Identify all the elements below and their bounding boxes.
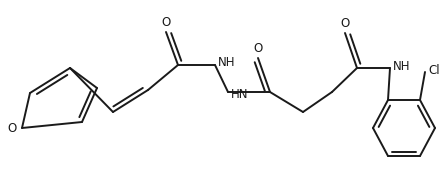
Text: NH: NH: [393, 59, 411, 72]
Text: O: O: [161, 16, 171, 29]
Text: O: O: [253, 42, 263, 55]
Text: Cl: Cl: [428, 65, 440, 77]
Text: HN: HN: [231, 88, 248, 100]
Text: NH: NH: [218, 56, 236, 70]
Text: O: O: [340, 17, 350, 30]
Text: O: O: [8, 121, 17, 135]
